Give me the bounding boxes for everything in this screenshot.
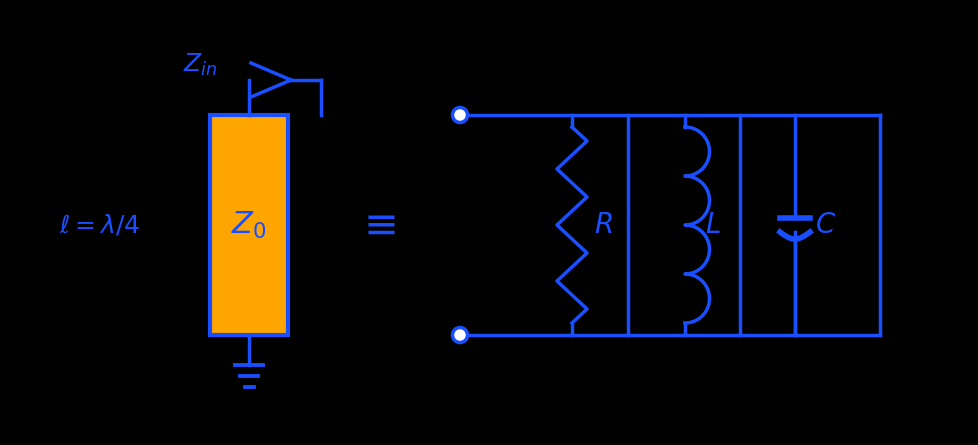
Text: $R$: $R$ [594, 211, 612, 239]
Text: $Z_0$: $Z_0$ [231, 210, 267, 241]
Text: $\equiv$: $\equiv$ [354, 204, 395, 246]
Circle shape [452, 108, 467, 122]
Bar [210, 115, 288, 335]
Text: $C$: $C$ [814, 211, 835, 239]
Circle shape [452, 328, 467, 343]
Text: $Z_{in}$: $Z_{in}$ [182, 52, 217, 78]
Text: $L$: $L$ [704, 211, 720, 239]
Text: $\ell = \lambda/4$: $\ell = \lambda/4$ [60, 213, 141, 238]
